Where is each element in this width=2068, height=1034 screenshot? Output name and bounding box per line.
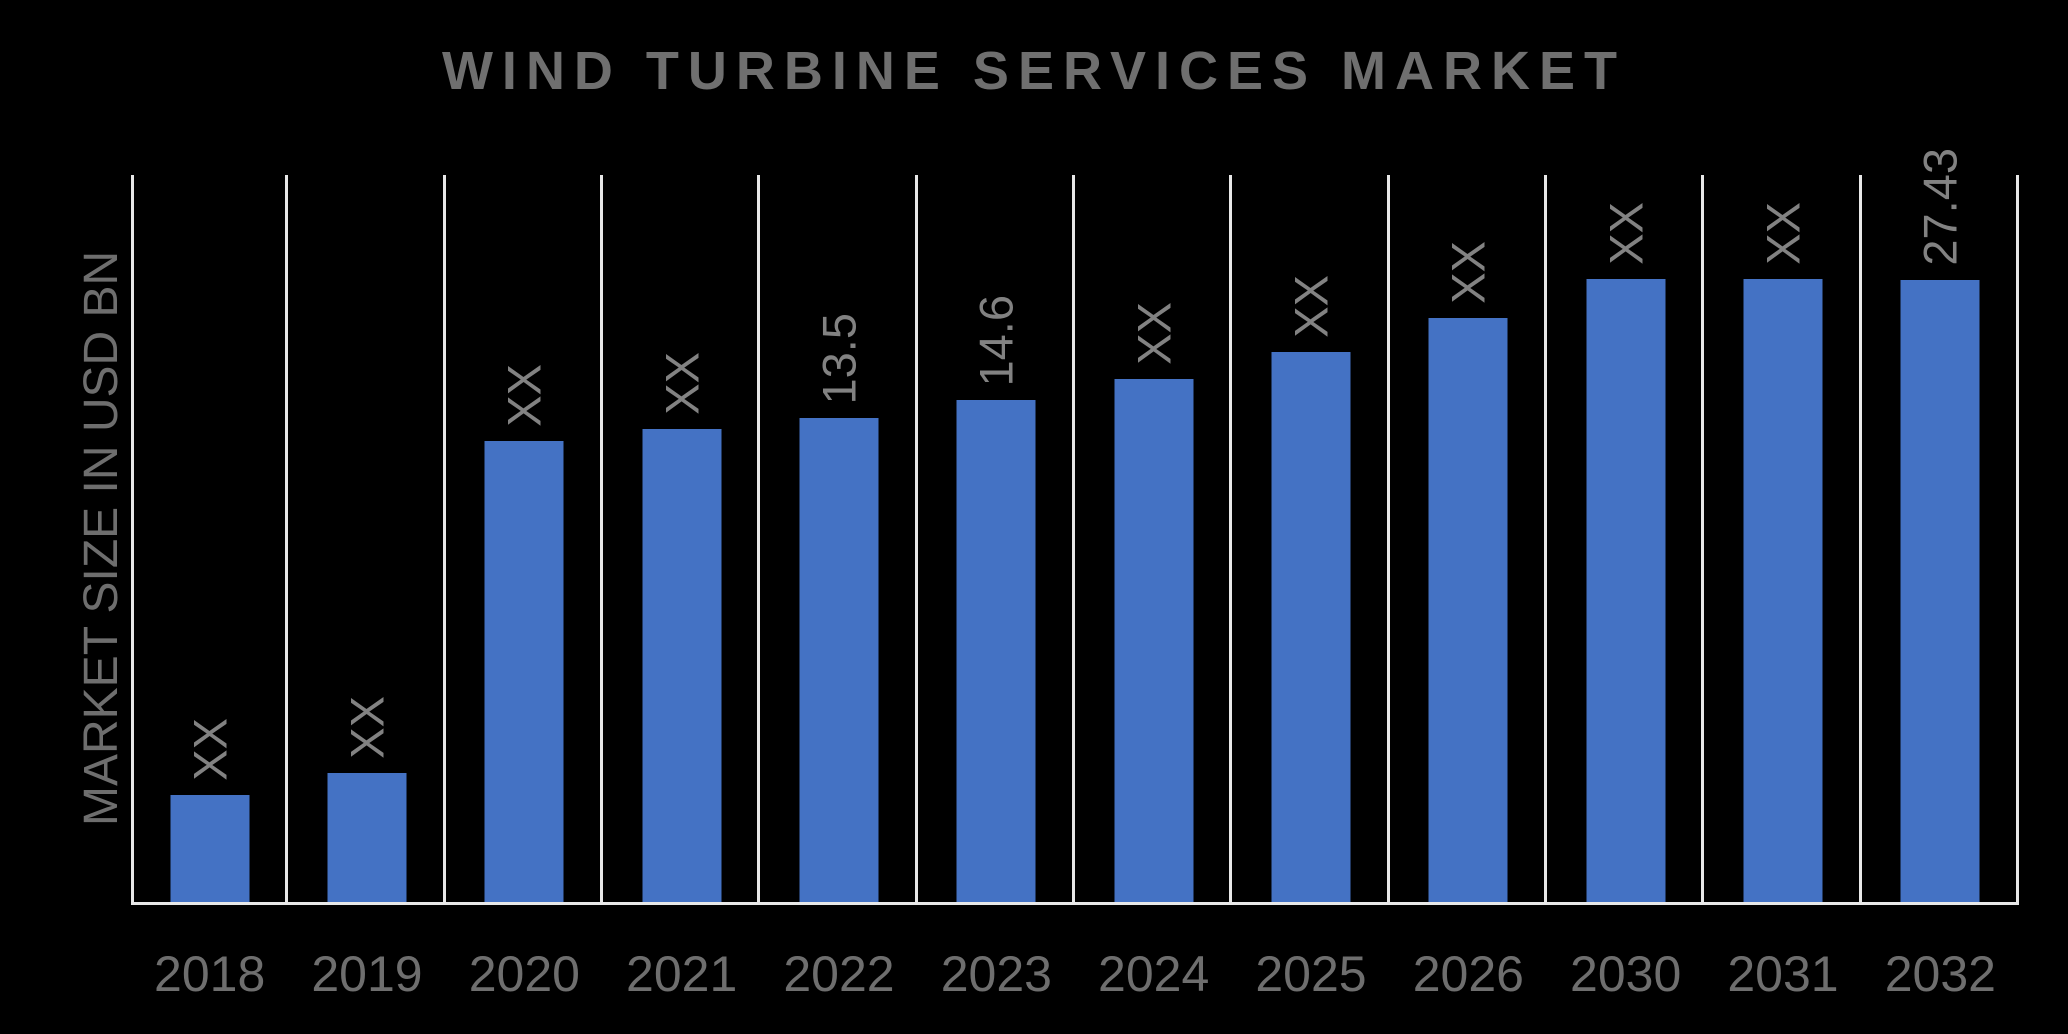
bar-2021: [642, 429, 722, 902]
bar-value-label-2023: 14.6: [969, 294, 1023, 386]
category-column-2025: XX: [1232, 175, 1389, 902]
category-column-2023: 14.6: [918, 175, 1075, 902]
bar-2022: [799, 418, 879, 902]
bar-2023: [956, 400, 1036, 902]
bar-2031: [1743, 279, 1823, 902]
plot-area: XX XX XX XX 13.5 14.6 XX XX XX XX XX 27.43: [131, 148, 2019, 905]
x-tick-label-2025: 2025: [1255, 946, 1367, 1002]
bar-2020: [484, 441, 564, 902]
bar-2018: [170, 795, 250, 902]
bar-2024: [1114, 379, 1194, 902]
x-tick-label-2022: 2022: [783, 946, 895, 1002]
bar-value-label-2024: XX: [1127, 302, 1181, 365]
bar-value-label-2022: 13.5: [812, 312, 866, 404]
bar-value-label-2025: XX: [1284, 275, 1338, 338]
vertical-gridline: [1229, 175, 1232, 902]
x-tick-label-2030: 2030: [1570, 946, 1682, 1002]
x-tick-label-2026: 2026: [1412, 946, 1524, 1002]
bar-value-label-2026: XX: [1441, 241, 1495, 304]
category-column-2026: XX: [1390, 175, 1547, 902]
x-tick-label-2024: 2024: [1098, 946, 1210, 1002]
x-tick-label-2032: 2032: [1884, 946, 1996, 1002]
vertical-gridline: [757, 175, 760, 902]
chart-title: WIND TURBINE SERVICES MARKET: [441, 41, 1627, 101]
vertical-gridline: [2016, 175, 2019, 902]
category-column-2024: XX: [1075, 175, 1232, 902]
vertical-gridline: [285, 175, 288, 902]
x-axis-tick-labels: 2018 2019 2020 2021 2022 2023 2024 2025 2026 2030…: [131, 942, 2019, 1006]
vertical-gridline: [1072, 175, 1075, 902]
x-axis-line: [131, 902, 2019, 905]
category-column-2031: XX: [1704, 175, 1861, 902]
x-tick-label-2020: 2020: [468, 946, 580, 1002]
bar-value-label-2032: 27.43: [1913, 148, 1967, 266]
bar-2026: [1428, 318, 1508, 902]
category-column-2030: XX: [1547, 175, 1704, 902]
category-column-2032: 27.43: [1862, 148, 2019, 902]
x-tick-label-2031: 2031: [1727, 946, 1839, 1002]
vertical-gridline: [1701, 175, 1704, 902]
vertical-gridline: [1544, 175, 1547, 902]
category-column-2020: XX: [446, 175, 603, 902]
category-column-2021: XX: [603, 175, 760, 902]
vertical-gridline: [1387, 175, 1390, 902]
category-column-2018: XX: [131, 175, 288, 902]
x-tick-label-2023: 2023: [940, 946, 1052, 1002]
vertical-gridline: [443, 175, 446, 902]
bar-2030: [1586, 279, 1666, 902]
bar-value-label-2030: XX: [1599, 202, 1653, 265]
x-tick-label-2019: 2019: [311, 946, 423, 1002]
bar-2032: [1900, 280, 1980, 902]
bar-value-label-2018: XX: [183, 718, 237, 781]
vertical-gridline: [1859, 175, 1862, 902]
x-tick-label-2018: 2018: [154, 946, 266, 1002]
vertical-gridline: [600, 175, 603, 902]
bar-2025: [1271, 352, 1351, 902]
bar-value-label-2019: XX: [340, 696, 394, 759]
vertical-gridline: [915, 175, 918, 902]
bar-value-label-2021: XX: [655, 352, 709, 415]
bar-value-label-2031: XX: [1756, 202, 1810, 265]
bar-value-label-2020: XX: [497, 364, 551, 427]
y-axis-line: [131, 175, 134, 902]
y-axis-label: MARKET SIZE IN USD BN: [75, 250, 128, 827]
bar-2019: [327, 773, 407, 902]
category-column-2019: XX: [288, 175, 445, 902]
category-column-2022: 13.5: [760, 175, 917, 902]
x-tick-label-2021: 2021: [626, 946, 738, 1002]
